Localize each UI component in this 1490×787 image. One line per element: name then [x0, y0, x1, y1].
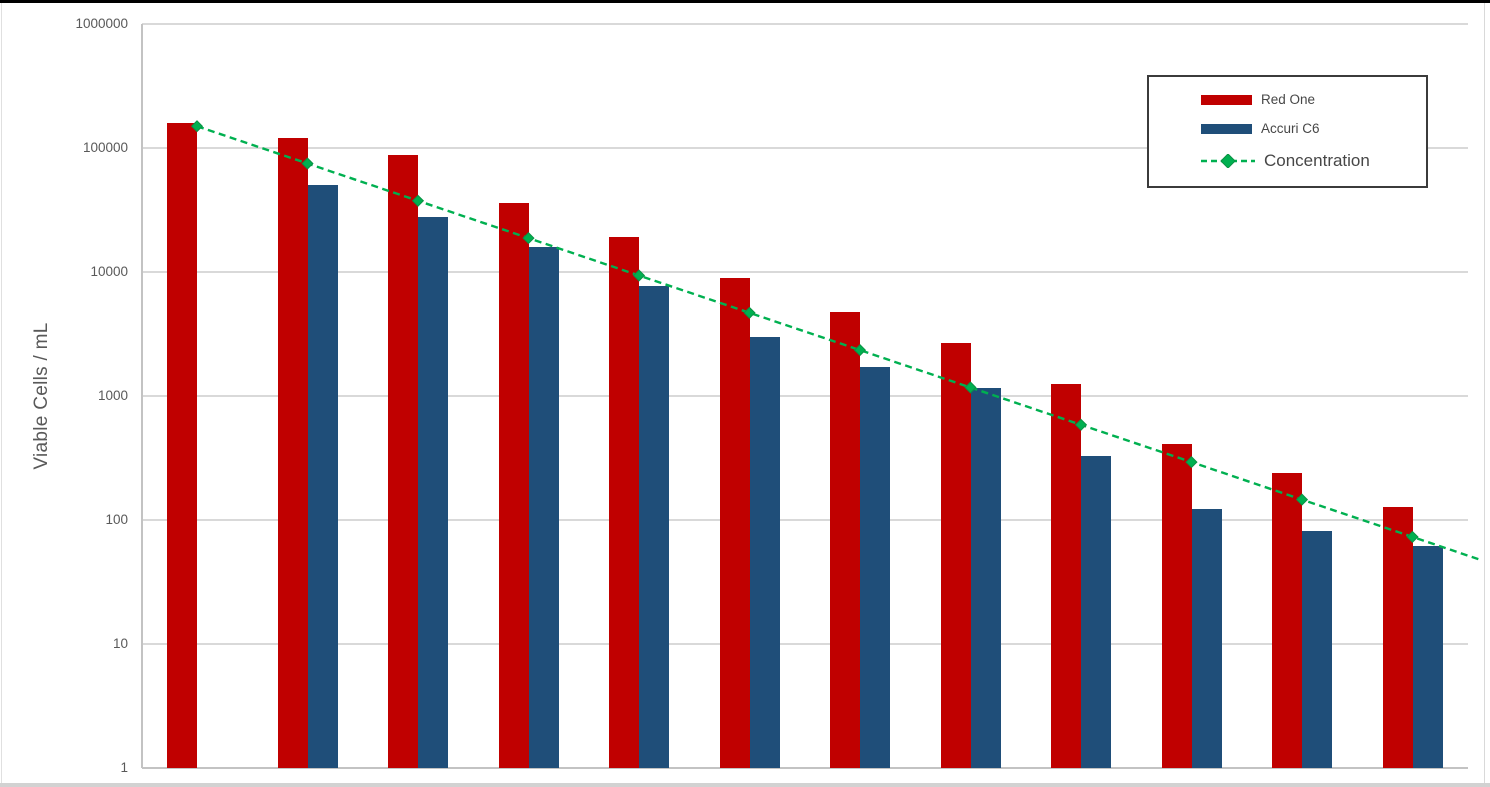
legend-label-red-one: Red One — [1261, 92, 1316, 108]
legend-label-concentration: Concentration — [1264, 150, 1370, 170]
bar-accuri-c6 — [1302, 530, 1332, 768]
y-tick-label: 1000000 — [75, 16, 128, 31]
y-tick-label: 1 — [120, 760, 128, 775]
y-tick-label: 10 — [112, 636, 128, 651]
gridline — [142, 23, 1468, 25]
y-tick-label: 1000 — [97, 388, 128, 403]
gridline — [142, 643, 1468, 645]
legend-line-sample-icon — [1201, 153, 1255, 168]
bottom-edge — [0, 783, 1490, 787]
top-edge — [0, 0, 1490, 3]
legend-item-red-one: Red One — [1201, 92, 1426, 107]
legend-swatch-red-one — [1201, 94, 1252, 105]
legend: Red One Accuri C6 Concentration — [1147, 75, 1428, 188]
y-axis-title: Viable Cells / mL — [31, 322, 52, 470]
bar-red-one — [167, 122, 197, 768]
legend-label-accuri-c6: Accuri C6 — [1261, 121, 1320, 137]
y-tick-label: 10000 — [90, 264, 128, 279]
legend-item-accuri-c6: Accuri C6 — [1201, 121, 1426, 136]
bar-accuri-c6 — [1412, 545, 1443, 768]
y-axis-line — [141, 24, 143, 768]
y-tick-label: 100 — [105, 512, 128, 527]
y-tick-label: 100000 — [82, 140, 128, 155]
gridline — [142, 767, 1468, 769]
legend-item-concentration: Concentration — [1201, 151, 1426, 171]
legend-swatch-accuri-c6 — [1201, 123, 1252, 134]
